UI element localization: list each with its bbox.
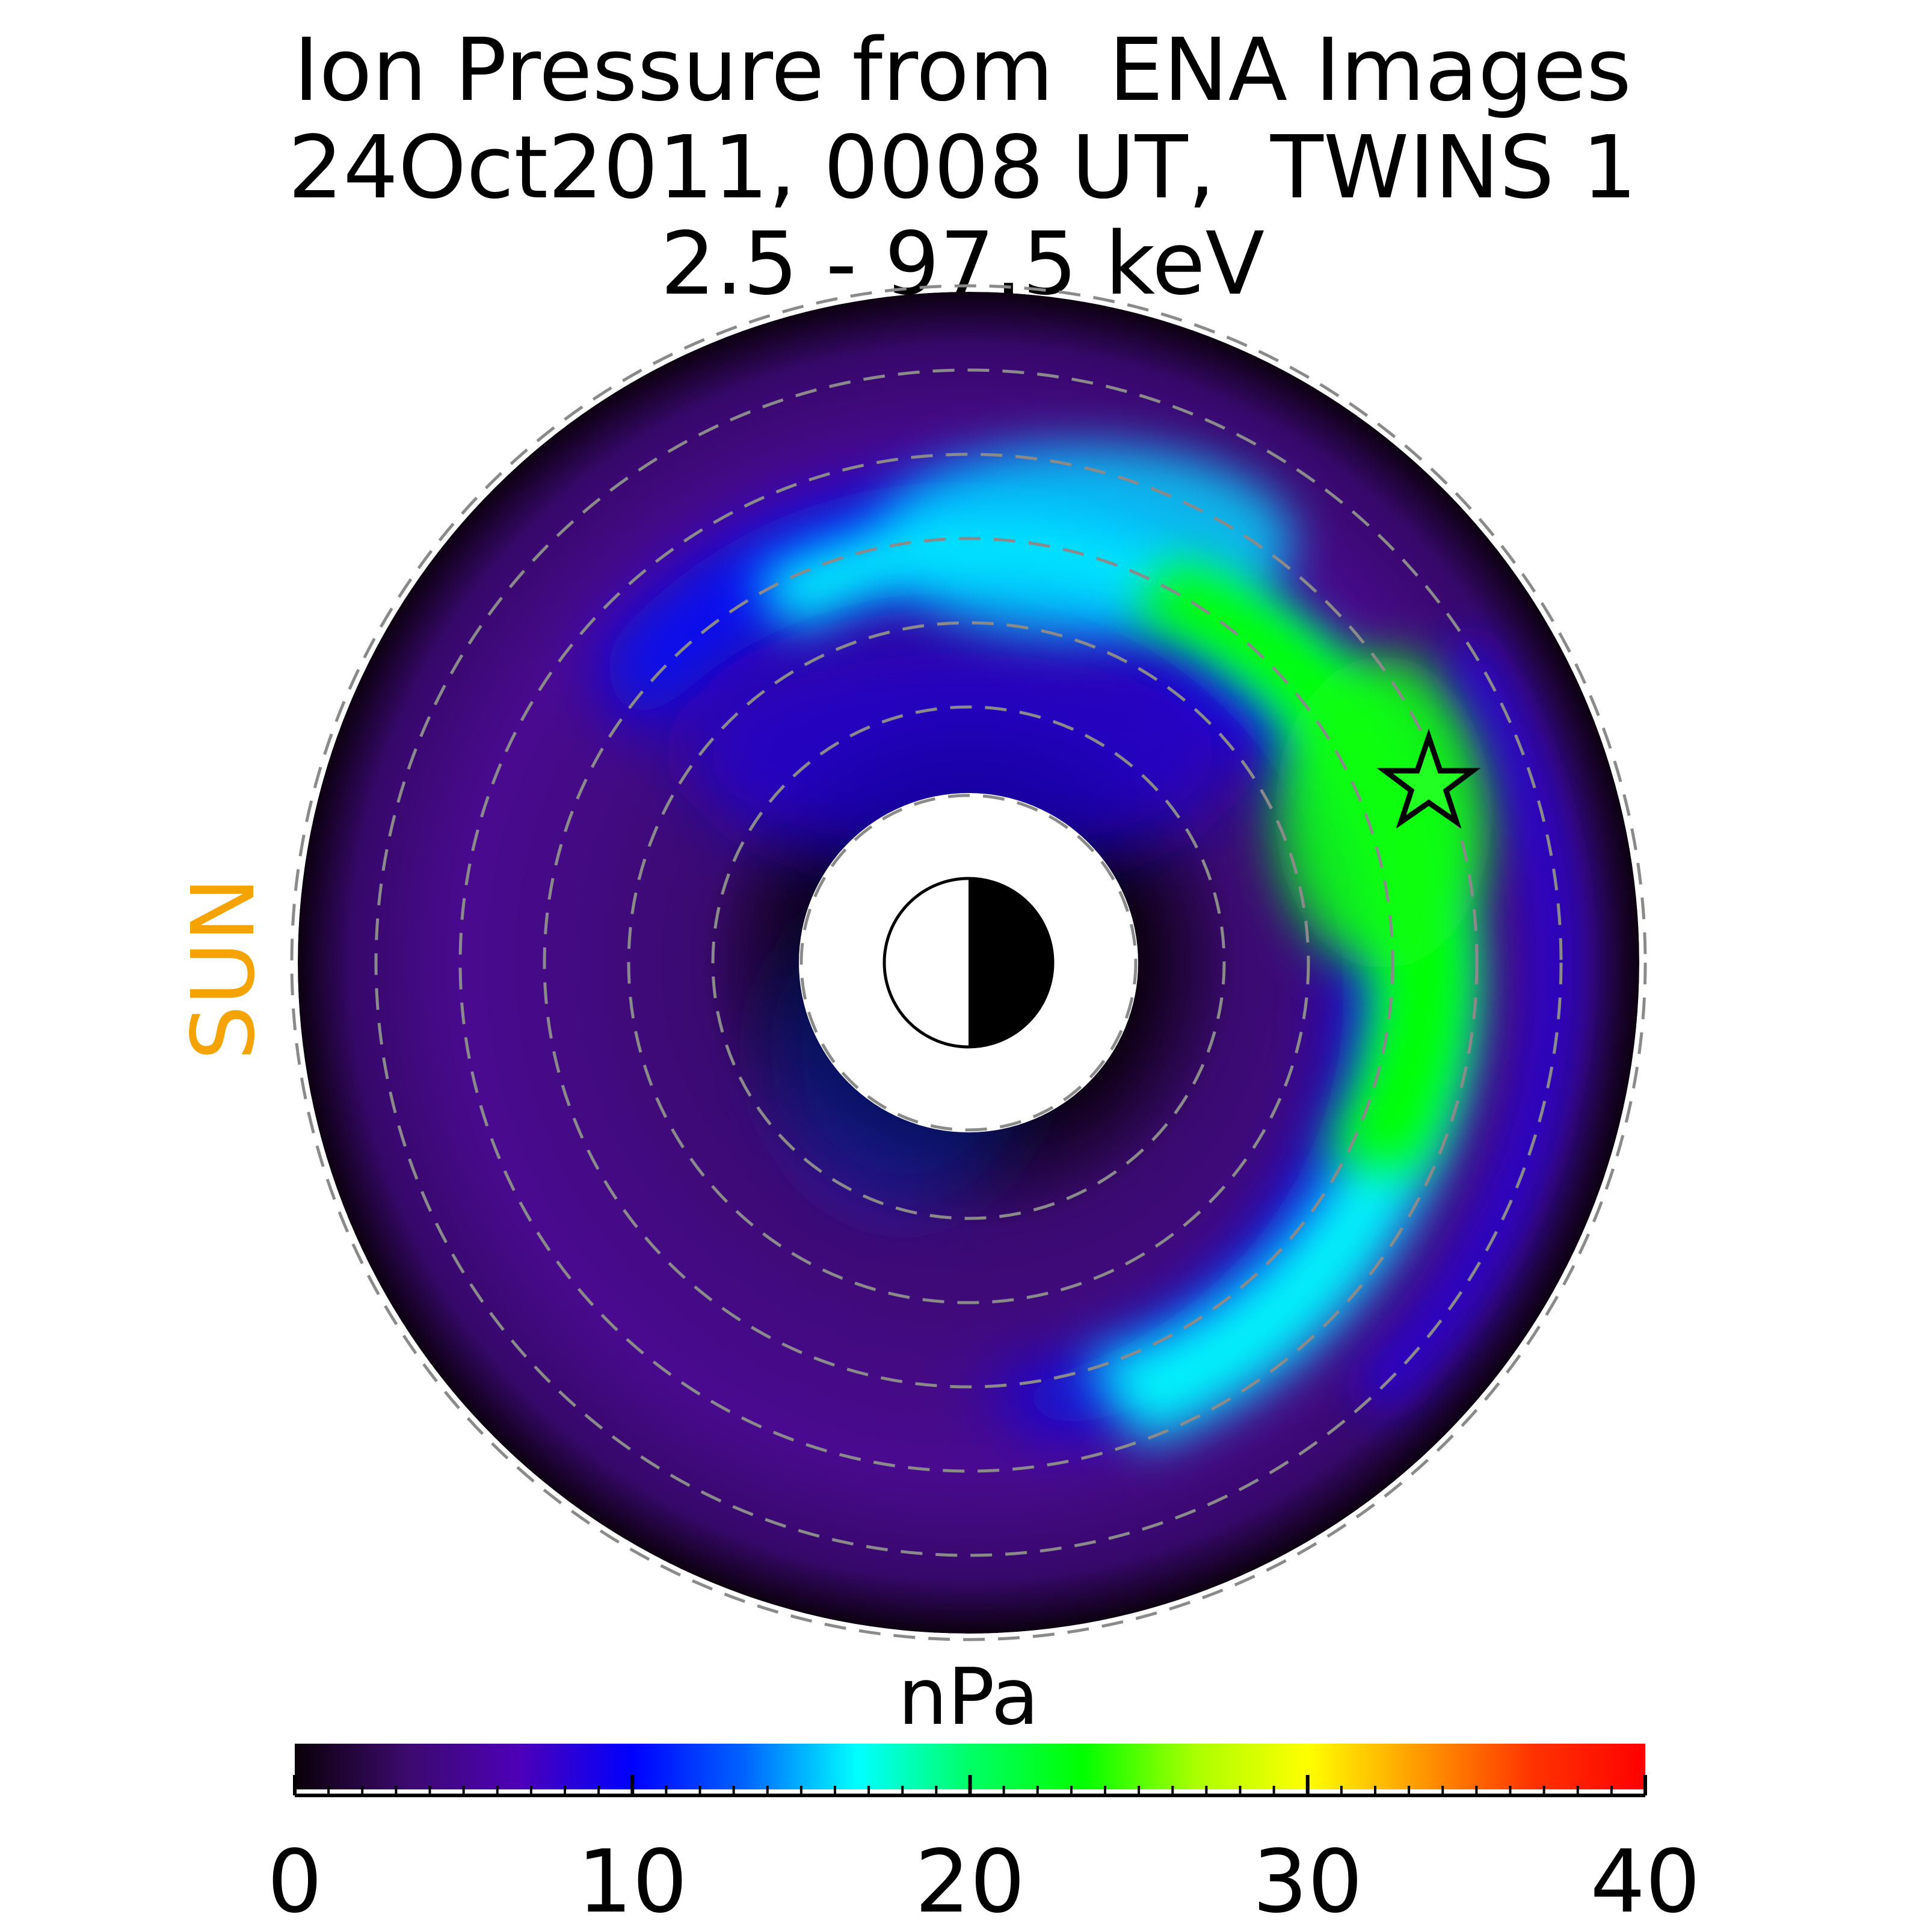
colorbar-tick-label: 30 xyxy=(1252,1831,1363,1932)
chart-title-line-1: Ion Pressure from ENA Images xyxy=(294,19,1631,120)
colorbar-unit-label: nPa xyxy=(898,1651,1040,1742)
dashed-ring-5 xyxy=(458,452,1479,1473)
dashed-ring-4 xyxy=(543,537,1394,1389)
colorbar-tick-label: 40 xyxy=(1590,1831,1701,1932)
colorbar xyxy=(293,1744,1647,1797)
colorbar-tick-label: 0 xyxy=(267,1831,322,1932)
dashed-ring-6 xyxy=(374,368,1563,1557)
chart-title-line-2: 24Oct2011, 0008 UT, TWINS 1 xyxy=(288,117,1637,218)
sun-direction-label: SUN xyxy=(173,877,274,1061)
colorbar-tick-label: 20 xyxy=(914,1831,1026,1932)
colorbar-tick-label: 10 xyxy=(577,1831,688,1932)
earth-icon xyxy=(882,877,1055,1049)
colorbar-ticks xyxy=(293,1775,1647,1795)
dashed-ring-1 xyxy=(799,794,1138,1132)
dashed-rings xyxy=(290,284,1647,1641)
star-marker-icon xyxy=(1376,728,1481,829)
dashed-ring-7 xyxy=(290,284,1647,1641)
dashed-ring-2 xyxy=(711,705,1226,1220)
dashed-ring-3 xyxy=(627,621,1310,1304)
